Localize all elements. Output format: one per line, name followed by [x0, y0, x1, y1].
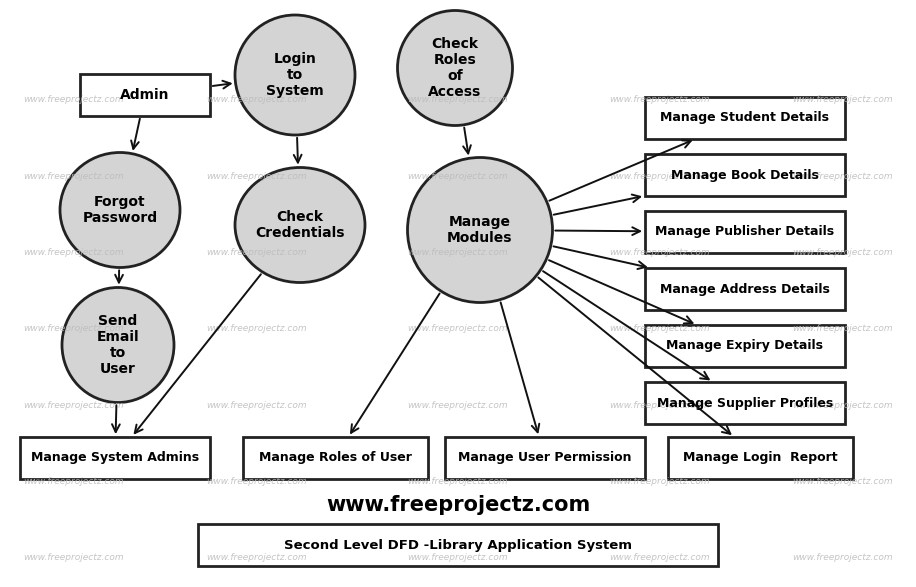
FancyBboxPatch shape	[445, 437, 645, 479]
Text: Manage Login  Report: Manage Login Report	[682, 451, 837, 464]
FancyBboxPatch shape	[645, 268, 845, 310]
Text: www.freeprojectz.com: www.freeprojectz.com	[206, 248, 307, 257]
Text: Manage System Admins: Manage System Admins	[31, 451, 199, 464]
Text: www.freeprojectz.com: www.freeprojectz.com	[23, 324, 124, 333]
Ellipse shape	[62, 288, 174, 403]
FancyBboxPatch shape	[645, 154, 845, 196]
Text: Manage Roles of User: Manage Roles of User	[258, 451, 411, 464]
Text: www.freeprojectz.com: www.freeprojectz.com	[609, 324, 710, 333]
Text: www.freeprojectz.com: www.freeprojectz.com	[792, 400, 893, 410]
FancyBboxPatch shape	[198, 524, 718, 566]
FancyBboxPatch shape	[645, 97, 845, 139]
Text: www.freeprojectz.com: www.freeprojectz.com	[206, 171, 307, 181]
Text: www.freeprojectz.com: www.freeprojectz.com	[326, 495, 590, 515]
Text: Manage Book Details: Manage Book Details	[671, 168, 819, 181]
Text: www.freeprojectz.com: www.freeprojectz.com	[609, 95, 710, 104]
Text: www.freeprojectz.com: www.freeprojectz.com	[408, 248, 508, 257]
Text: www.freeprojectz.com: www.freeprojectz.com	[206, 95, 307, 104]
Text: www.freeprojectz.com: www.freeprojectz.com	[408, 95, 508, 104]
Text: www.freeprojectz.com: www.freeprojectz.com	[609, 248, 710, 257]
Text: www.freeprojectz.com: www.freeprojectz.com	[408, 171, 508, 181]
Text: www.freeprojectz.com: www.freeprojectz.com	[23, 248, 124, 257]
Text: www.freeprojectz.com: www.freeprojectz.com	[609, 477, 710, 486]
Text: Login
to
System: Login to System	[267, 52, 324, 98]
Text: www.freeprojectz.com: www.freeprojectz.com	[792, 171, 893, 181]
Text: Second Level DFD -Library Application System: Second Level DFD -Library Application Sy…	[284, 538, 632, 552]
Text: www.freeprojectz.com: www.freeprojectz.com	[792, 477, 893, 486]
Text: www.freeprojectz.com: www.freeprojectz.com	[206, 553, 307, 562]
FancyBboxPatch shape	[80, 74, 210, 116]
Text: Check
Credentials: Check Credentials	[256, 210, 344, 240]
Text: www.freeprojectz.com: www.freeprojectz.com	[23, 171, 124, 181]
Ellipse shape	[235, 167, 365, 282]
Text: www.freeprojectz.com: www.freeprojectz.com	[206, 477, 307, 486]
FancyBboxPatch shape	[645, 325, 845, 367]
Text: Manage Publisher Details: Manage Publisher Details	[656, 225, 834, 238]
Text: Manage Expiry Details: Manage Expiry Details	[667, 339, 823, 353]
Text: www.freeprojectz.com: www.freeprojectz.com	[23, 477, 124, 486]
FancyBboxPatch shape	[645, 211, 845, 253]
Text: Manage Student Details: Manage Student Details	[660, 112, 830, 124]
Text: www.freeprojectz.com: www.freeprojectz.com	[23, 400, 124, 410]
Text: www.freeprojectz.com: www.freeprojectz.com	[408, 477, 508, 486]
Text: www.freeprojectz.com: www.freeprojectz.com	[792, 553, 893, 562]
Text: www.freeprojectz.com: www.freeprojectz.com	[408, 400, 508, 410]
Text: Check
Roles
of
Access: Check Roles of Access	[429, 37, 482, 99]
Text: www.freeprojectz.com: www.freeprojectz.com	[609, 400, 710, 410]
Text: Admin: Admin	[120, 88, 169, 102]
Text: Forgot
Password: Forgot Password	[82, 195, 158, 225]
FancyBboxPatch shape	[243, 437, 428, 479]
FancyBboxPatch shape	[668, 437, 853, 479]
Text: www.freeprojectz.com: www.freeprojectz.com	[609, 171, 710, 181]
Text: www.freeprojectz.com: www.freeprojectz.com	[23, 95, 124, 104]
Text: Manage
Modules: Manage Modules	[447, 215, 513, 245]
FancyBboxPatch shape	[645, 382, 845, 424]
Text: www.freeprojectz.com: www.freeprojectz.com	[206, 400, 307, 410]
Text: www.freeprojectz.com: www.freeprojectz.com	[408, 324, 508, 333]
Text: Manage Address Details: Manage Address Details	[660, 282, 830, 295]
Text: www.freeprojectz.com: www.freeprojectz.com	[609, 553, 710, 562]
Text: www.freeprojectz.com: www.freeprojectz.com	[206, 324, 307, 333]
FancyBboxPatch shape	[20, 437, 210, 479]
Ellipse shape	[235, 15, 355, 135]
Text: www.freeprojectz.com: www.freeprojectz.com	[792, 248, 893, 257]
Text: www.freeprojectz.com: www.freeprojectz.com	[408, 553, 508, 562]
Text: www.freeprojectz.com: www.freeprojectz.com	[23, 553, 124, 562]
Ellipse shape	[60, 153, 180, 268]
Text: www.freeprojectz.com: www.freeprojectz.com	[792, 95, 893, 104]
Ellipse shape	[408, 157, 552, 302]
Text: Manage Supplier Profiles: Manage Supplier Profiles	[657, 396, 834, 410]
Text: Manage User Permission: Manage User Permission	[458, 451, 632, 464]
Text: www.freeprojectz.com: www.freeprojectz.com	[792, 324, 893, 333]
Text: Send
Email
to
User: Send Email to User	[97, 313, 139, 376]
Ellipse shape	[398, 11, 512, 126]
